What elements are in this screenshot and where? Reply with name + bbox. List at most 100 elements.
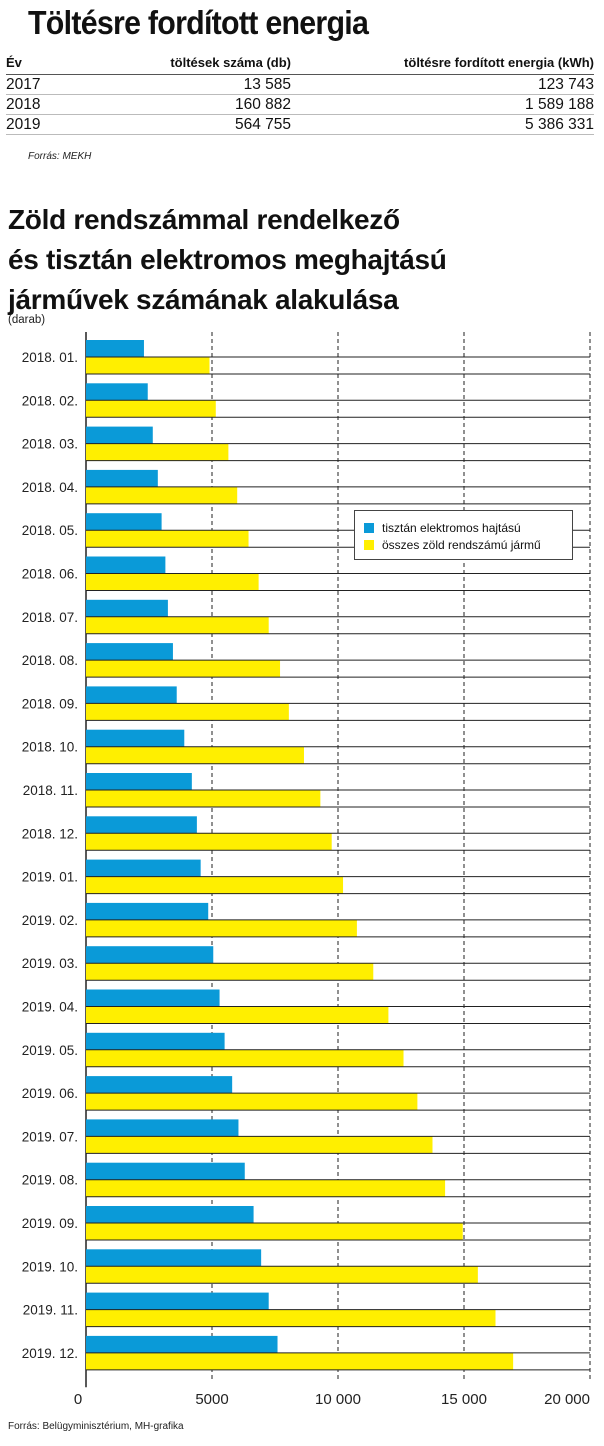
legend-item-green-plate: összes zöld rendszámú jármű	[364, 536, 572, 553]
bar-electric	[86, 469, 158, 487]
bar-electric	[86, 1249, 262, 1267]
cell-charge-count: 160 882	[126, 94, 291, 115]
category-label: 2018. 05.	[22, 523, 78, 538]
bar-green-plate	[86, 357, 210, 374]
chart-legend: tisztán elektromos hajtású összes zöld r…	[354, 510, 573, 560]
bar-green-plate	[86, 573, 259, 591]
bar-electric	[86, 1119, 239, 1137]
legend-label-electric: tisztán elektromos hajtású	[382, 520, 521, 535]
category-label-layer: 2018. 01. 2018. 02. 2018. 03. 2018. 04. 2018…	[22, 350, 78, 1361]
category-label: 2018. 10.	[22, 740, 78, 755]
category-label: 2019. 06.	[22, 1086, 78, 1101]
header-year: Év	[6, 54, 126, 75]
bar-green-plate	[86, 400, 216, 418]
category-label: 2018. 09.	[22, 696, 78, 711]
category-label: 2019. 11.	[23, 1303, 78, 1318]
bar-green-plate	[86, 1266, 478, 1284]
chart-title-line: járművek számának alakulása	[8, 284, 399, 315]
bar-electric	[86, 946, 214, 964]
bar-green-plate	[86, 660, 281, 678]
bar-electric	[86, 383, 148, 401]
legend-label-green-plate: összes zöld rendszámú jármű	[382, 537, 541, 552]
category-label: 2018. 12.	[22, 826, 78, 841]
bar-electric	[86, 556, 166, 574]
category-label: 2019. 08.	[22, 1173, 78, 1188]
bar-electric	[86, 729, 185, 747]
cell-charge-count: 13 585	[126, 74, 291, 95]
category-label: 2019. 10.	[22, 1259, 78, 1274]
bar-electric	[86, 773, 192, 790]
category-label: 2019. 04.	[22, 1000, 78, 1015]
legend-swatch-yellow	[364, 539, 374, 550]
header-charge-count: töltések száma (db)	[126, 54, 291, 75]
legend-swatch-blue	[364, 522, 374, 533]
bar-electric	[86, 1292, 269, 1310]
table-row: 2017 13 585 123 743	[6, 74, 594, 95]
header-energy: töltésre fordított energia (kWh)	[291, 54, 594, 75]
legend-item-electric: tisztán elektromos hajtású	[364, 519, 572, 536]
cell-charge-count: 564 755	[126, 114, 291, 135]
x-tick-label: 15 000	[441, 1391, 487, 1408]
bar-green-plate	[86, 1179, 446, 1197]
category-label: 2018. 02.	[22, 393, 78, 408]
bar-green-plate	[86, 1309, 496, 1327]
category-label: 2019. 03.	[22, 956, 78, 971]
cell-energy: 5 386 331	[291, 114, 594, 135]
x-axis-ticks: 0 5000 10 000 15 000 20 000	[74, 1391, 590, 1408]
bar-electric	[86, 340, 144, 357]
energy-table-header-row: Év töltések száma (db) töltésre fordítot…	[6, 54, 594, 75]
cell-year: 2018	[6, 94, 126, 115]
cell-year: 2017	[6, 74, 126, 95]
table-row: 2018 160 882 1 589 188	[6, 94, 594, 115]
x-tick-label: 10 000	[315, 1391, 361, 1408]
category-label: 2019. 05.	[22, 1043, 78, 1058]
bar-electric	[86, 513, 162, 531]
bar-green-plate	[86, 1093, 418, 1111]
chart-title-line: és tisztán elektromos meghajtású	[8, 244, 447, 275]
chart-unit-label: (darab)	[8, 314, 46, 326]
chart-source: Forrás: Belügyminisztérium, MH-grafika	[8, 1421, 184, 1432]
category-label: 2019. 09.	[22, 1216, 78, 1231]
bar-electric	[86, 1162, 245, 1180]
category-label: 2019. 02.	[22, 913, 78, 928]
category-label: 2018. 07.	[22, 610, 78, 625]
bar-green-plate	[86, 443, 229, 461]
category-label: 2019. 12.	[22, 1346, 78, 1361]
category-label: 2018. 01.	[22, 350, 78, 365]
bar-chart: 2018. 01. 2018. 02. 2018. 03. 2018. 04. 2018…	[22, 332, 591, 1408]
energy-table-source: Forrás: MEKH	[28, 151, 92, 162]
bar-green-plate	[86, 1049, 404, 1067]
bar-electric	[86, 1076, 233, 1094]
bar-electric	[86, 989, 220, 1007]
bar-electric	[86, 426, 153, 444]
bar-green-plate	[86, 876, 344, 894]
bar-green-plate	[86, 486, 238, 504]
cell-year: 2019	[6, 114, 126, 135]
bar-green-plate	[86, 790, 321, 807]
category-label: 2018. 08.	[22, 653, 78, 668]
bar-electric	[86, 643, 173, 661]
bar-green-plate	[86, 1006, 389, 1024]
bar-green-plate	[86, 1136, 433, 1154]
category-label: 2018. 03.	[22, 437, 78, 452]
bar-electric	[86, 1335, 278, 1353]
bar-green-plate	[86, 963, 374, 981]
bar-green-plate	[86, 703, 289, 721]
energy-table: Év töltések száma (db) töltésre fordítot…	[6, 54, 594, 135]
bar-green-plate	[86, 1352, 514, 1370]
bar-layer	[86, 340, 514, 1370]
bar-electric	[86, 816, 197, 834]
row-separator-layer	[86, 356, 590, 1371]
x-tick-label: 20 000	[544, 1391, 590, 1408]
bar-electric	[86, 859, 201, 877]
cell-energy: 1 589 188	[291, 94, 594, 115]
bar-electric	[86, 1206, 254, 1223]
category-label: 2019. 07.	[22, 1129, 78, 1144]
energy-table-title: Töltésre fordított energia	[28, 4, 369, 41]
bar-electric	[86, 902, 209, 920]
bar-green-plate	[86, 746, 304, 764]
bar-electric	[86, 1032, 225, 1050]
x-tick-label: 5000	[195, 1391, 228, 1408]
cell-energy: 123 743	[291, 74, 594, 95]
bar-green-plate	[86, 530, 249, 548]
